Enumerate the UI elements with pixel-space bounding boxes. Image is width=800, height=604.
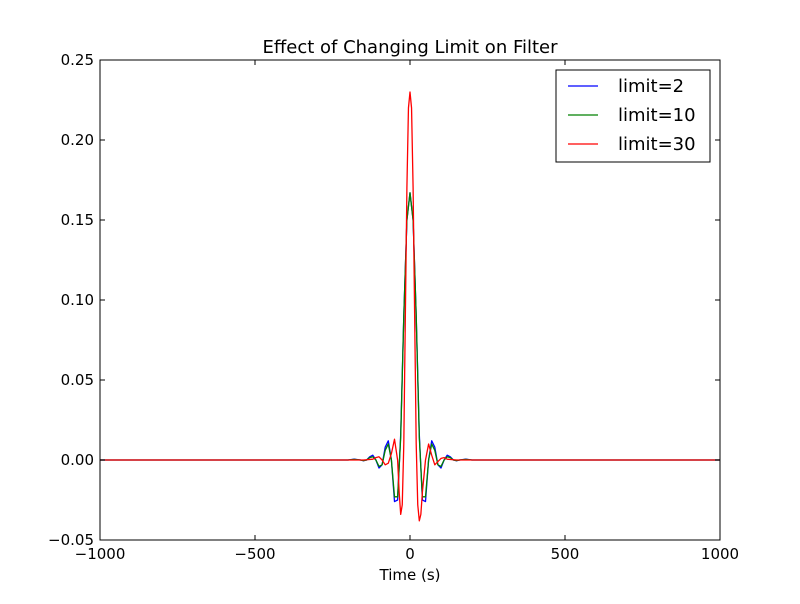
y-tick-label: 0.05 bbox=[61, 371, 94, 389]
legend-label-3: limit=30 bbox=[618, 134, 696, 155]
x-tick-label: 1000 bbox=[701, 545, 739, 563]
series-line-3 bbox=[100, 91, 720, 522]
x-axis-title: Time (s) bbox=[379, 566, 441, 584]
chart-title: Effect of Changing Limit on Filter bbox=[262, 37, 558, 58]
x-tick-label: 0 bbox=[405, 545, 415, 563]
y-tick-label: 0.00 bbox=[61, 451, 94, 469]
plot-area bbox=[100, 91, 720, 522]
legend-label-1: limit=2 bbox=[618, 76, 684, 97]
y-tick-label: 0.10 bbox=[61, 291, 94, 309]
x-tick-label: −1000 bbox=[75, 545, 126, 563]
y-tick-label: 0.25 bbox=[61, 51, 94, 69]
x-tick-label: 500 bbox=[551, 545, 580, 563]
legend-label-2: limit=10 bbox=[618, 105, 696, 126]
legend: limit=2 limit=10 limit=30 bbox=[555, 69, 711, 163]
y-tick-label: 0.20 bbox=[61, 131, 94, 149]
y-tick-label: −0.05 bbox=[48, 531, 94, 549]
legend-box bbox=[555, 69, 711, 163]
plot-frame bbox=[99, 59, 721, 541]
x-tick-label: −500 bbox=[234, 545, 275, 563]
axis-ticks: −1000 −500 0 500 1000 −0.05 0.00 0.05 0.10 0.15 0.… bbox=[48, 51, 739, 563]
y-tick-label: 0.15 bbox=[61, 211, 94, 229]
